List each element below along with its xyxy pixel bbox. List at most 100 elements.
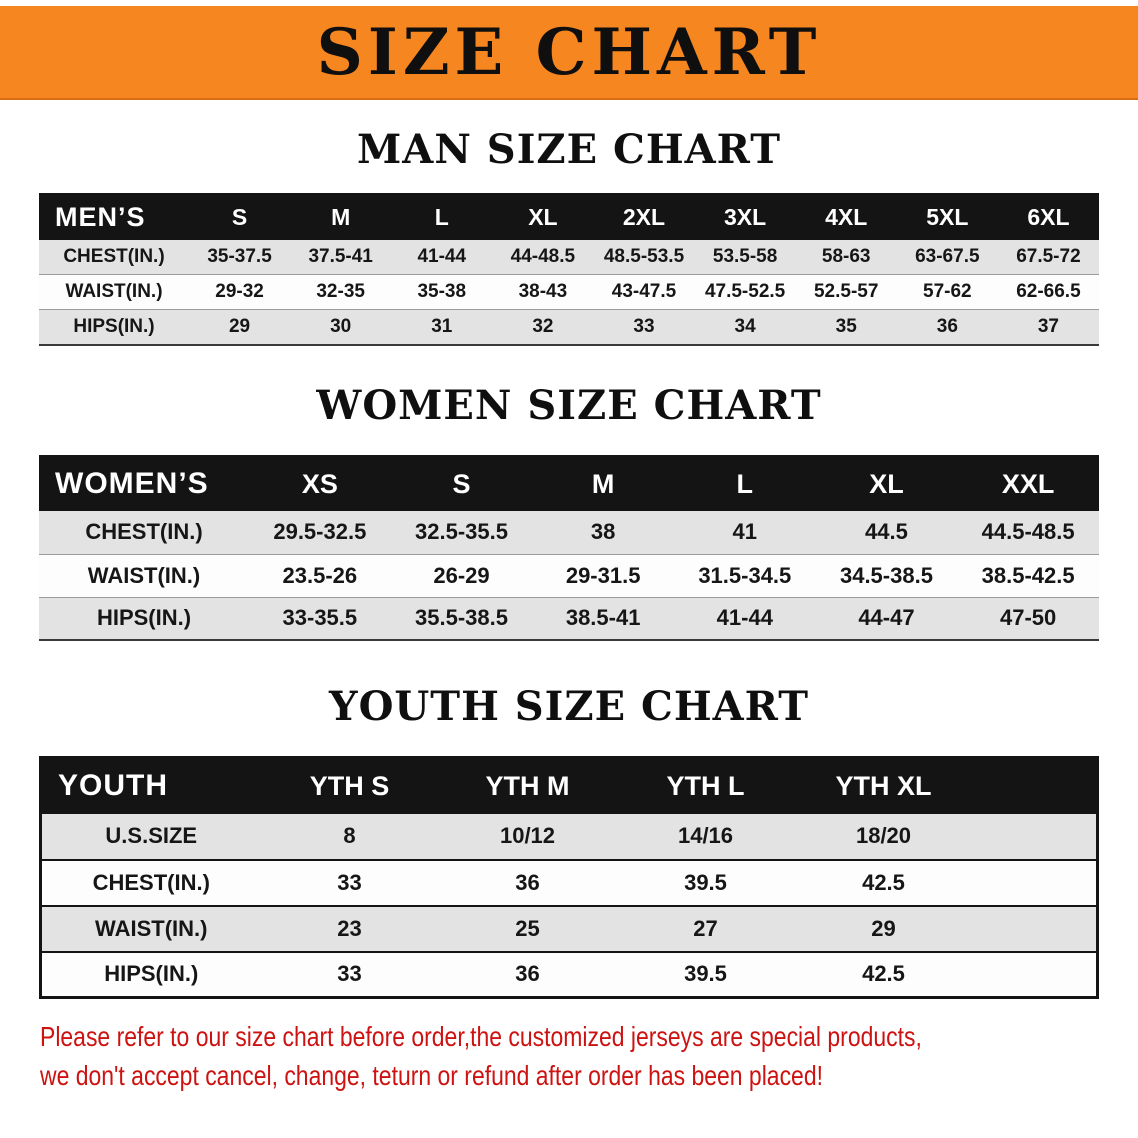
measurement-row-label: CHEST(IN.) [85, 519, 203, 545]
size-value-cell: 44.5 [865, 519, 908, 545]
note-line-1: Please refer to our size chart before or… [40, 1021, 922, 1052]
size-value-cell: 41 [732, 519, 758, 545]
size-value-cell: 36 [936, 315, 958, 337]
size-value-cell: 10/12 [499, 823, 556, 848]
size-value-cell: 38.5-41 [565, 605, 641, 631]
youth-section-heading: YOUTH SIZE CHART [329, 683, 809, 730]
size-value-cell: 29 [228, 315, 251, 337]
size-value-cell: 32-35 [316, 281, 365, 302]
size-value-cell: 31 [431, 315, 453, 337]
table-head: YOUTH YTH S YTH M YTH L YTH XL [40, 757, 1098, 814]
measurement-row: WAIST(IN.) 23 25 27 29 [40, 905, 1098, 952]
size-column-header: 2XL [622, 204, 666, 231]
size-column-header: M [591, 468, 615, 499]
men-size-section: MAN SIZE CHART MEN’S S M L XL 2XL 3XL 4XL 5XL 6XL… [0, 126, 1138, 346]
measurement-row: WAIST(IN.) 29-32 32-35 35-38 38-43 43-47.5 47.… [39, 274, 1099, 310]
size-column-header: YTH S [309, 770, 390, 801]
size-value-cell: 52.5-57 [813, 281, 879, 302]
size-value-cell: 29.5-32.5 [273, 519, 367, 545]
size-column-header: 3XL [724, 204, 767, 231]
table-header-row: YOUTH YTH S YTH M YTH L YTH XL [40, 757, 1098, 814]
size-column-header: 4XL [825, 204, 868, 231]
size-column-header: S [452, 468, 471, 499]
size-value-cell: 33-35.5 [282, 605, 358, 631]
size-value-cell: 42.5 [862, 869, 905, 895]
size-value-cell: 23 [337, 915, 362, 941]
size-value-cell: 41-44 [716, 605, 773, 631]
size-value-cell: 58-63 [821, 245, 871, 267]
size-value-cell: 18/20 [855, 823, 912, 848]
men-size-table: MEN’S S M L XL 2XL 3XL 4XL 5XL 6XL CHEST(IN.) 35-37… [39, 193, 1099, 346]
size-value-cell: 42.5 [862, 961, 905, 987]
size-value-cell: 29 [871, 915, 896, 941]
size-column-header: XXL [1001, 468, 1055, 499]
table-header-row: WOMEN’S XS S M L XL XXL [39, 456, 1099, 511]
measurement-row-label: CHEST(IN.) [92, 869, 210, 895]
measurement-row: WAIST(IN.) 23.5-26 26-29 29-31.5 31.5-34.5 34… [39, 554, 1099, 597]
spacer-cell [973, 906, 1098, 952]
size-value-cell: 38-43 [518, 281, 568, 302]
size-column-header: L [736, 468, 754, 499]
group-label: WOMEN’S [55, 467, 209, 501]
footer-note: Please refer to our size chart before or… [40, 1017, 1138, 1095]
size-value-cell: 36 [515, 961, 540, 987]
women-size-section: WOMEN SIZE CHART WOMEN’S XS S M L XL XXL CHEST(… [0, 381, 1138, 641]
size-value-cell: 44-48.5 [510, 245, 576, 267]
size-value-cell: 8 [343, 823, 356, 848]
size-value-cell: 26-29 [433, 562, 490, 588]
size-value-cell: 47.5-52.5 [704, 281, 786, 302]
group-label: MEN’S [55, 202, 146, 233]
women-section-heading: WOMEN SIZE CHART [316, 381, 822, 429]
measurement-row: CHEST(IN.) 35-37.5 37.5-41 41-44 44-48.5 48.5… [39, 239, 1099, 275]
size-value-cell: 37 [1037, 315, 1059, 337]
size-value-cell: 35-38 [417, 281, 467, 302]
size-column-header: XS [301, 468, 338, 499]
table-head: WOMEN’S XS S M L XL XXL [39, 456, 1099, 511]
measurement-row: CHEST(IN.) 29.5-32.5 32.5-35.5 38 41 44.5 44.5… [39, 511, 1099, 554]
banner: SIZE CHART [0, 6, 1138, 100]
size-value-cell: 34 [734, 315, 756, 337]
size-value-cell: 38 [590, 519, 616, 545]
page-title: SIZE CHART [316, 14, 822, 90]
women-size-table: WOMEN’S XS S M L XL XXL CHEST(IN.) 29.5-32.5 32.5… [39, 454, 1099, 641]
size-value-cell: 29-31.5 [565, 562, 641, 588]
group-label: YOUTH [58, 769, 168, 803]
size-value-cell: 44.5-48.5 [981, 519, 1075, 545]
size-value-cell: 35.5-38.5 [415, 605, 508, 631]
measurement-row: HIPS(IN.) 29 30 31 32 33 34 35 36 37 [39, 309, 1099, 345]
size-value-cell: 33 [337, 961, 362, 987]
size-value-cell: 36 [515, 869, 540, 895]
size-value-cell: 32 [532, 315, 554, 337]
size-value-cell: 62-66.5 [1016, 281, 1081, 302]
measurement-row-label: CHEST(IN.) [63, 245, 165, 267]
size-value-cell: 39.5 [684, 869, 727, 895]
size-value-cell: 25 [515, 915, 540, 941]
size-value-cell: 27 [693, 915, 718, 941]
spacer-cell [973, 814, 1098, 860]
note-line-2: we don't accept cancel, change, teturn o… [40, 1060, 823, 1092]
size-column-header: YTH M [485, 770, 570, 801]
size-value-cell: 34.5-38.5 [839, 562, 933, 588]
table-body: CHEST(IN.) 35-37.5 37.5-41 41-44 44-48.5 48.5… [39, 239, 1099, 345]
size-value-cell: 33 [633, 315, 655, 337]
size-value-cell: 44-47 [858, 605, 915, 631]
size-value-cell: 67.5-72 [1016, 245, 1081, 267]
size-value-cell: 43-47.5 [611, 281, 677, 302]
size-value-cell: 48.5-53.5 [603, 245, 685, 267]
table-header-row: MEN’S S M L XL 2XL 3XL 4XL 5XL 6XL [39, 194, 1099, 240]
spacer-cell [973, 860, 1098, 906]
size-value-cell: 33 [337, 869, 362, 895]
measurement-row-label: WAIST(IN.) [87, 562, 201, 588]
size-column-header: S [231, 204, 248, 231]
measurement-row-label: HIPS(IN.) [73, 315, 155, 337]
youth-size-section: YOUTH SIZE CHART YOUTH YTH S YTH M YTH L YTH… [0, 683, 1138, 999]
spacer-cell [973, 952, 1098, 998]
size-value-cell: 47-50 [1000, 605, 1057, 631]
measurement-row: HIPS(IN.) 33-35.5 35.5-38.5 38.5-41 41-44 44-… [39, 597, 1099, 640]
size-column-header: 6XL [1027, 204, 1070, 231]
size-value-cell: 31.5-34.5 [698, 562, 792, 588]
measurement-row-label: HIPS(IN.) [96, 605, 192, 631]
size-value-cell: 63-67.5 [915, 245, 980, 267]
table-head: MEN’S S M L XL 2XL 3XL 4XL 5XL 6XL [39, 194, 1099, 240]
size-column-header: XL [528, 204, 558, 231]
